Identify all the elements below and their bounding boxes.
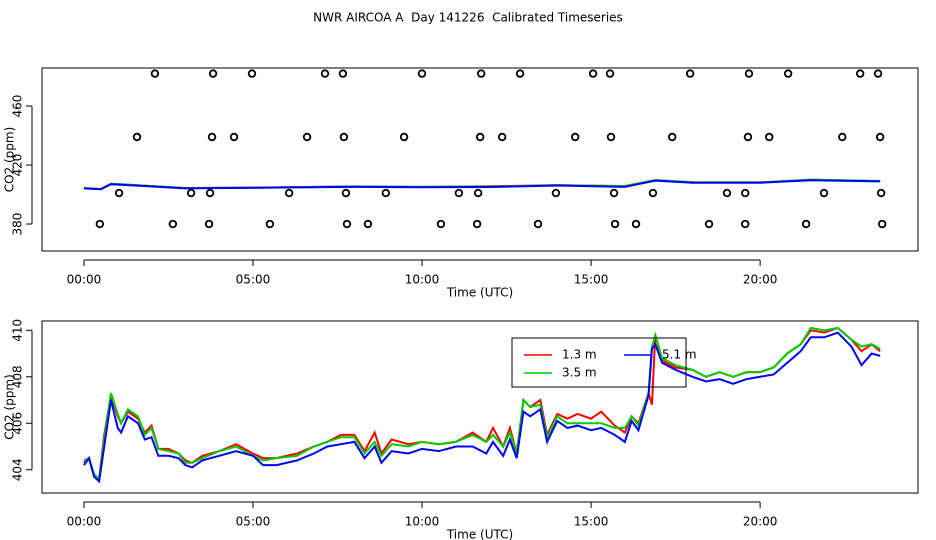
flag-point: [339, 132, 349, 142]
x-axis-label: Time (UTC): [446, 528, 513, 540]
series-line: [83, 326, 881, 482]
x-tick-label: 00:00: [67, 515, 102, 529]
y-tick-label: 380: [11, 213, 25, 236]
flag-point: [342, 219, 352, 229]
plot-frame: [41, 320, 919, 494]
x-tick-label: 10:00: [405, 273, 440, 287]
flag-point: [877, 219, 887, 229]
flag-point: [648, 188, 658, 198]
y-tick-label: 410: [11, 319, 25, 342]
flag-point: [855, 69, 865, 78]
y-tick-label: 406: [11, 412, 25, 435]
flag-point: [473, 188, 483, 198]
y-tick-label: 420: [11, 154, 25, 177]
flag-point: [475, 132, 485, 142]
flag-point: [284, 188, 294, 198]
legend-label: 5.1 m: [662, 348, 697, 362]
flag-point: [229, 132, 239, 142]
flag-point: [570, 132, 580, 142]
flag-point: [186, 188, 196, 198]
x-tick-label: 05:00: [236, 273, 271, 287]
flag-point: [588, 69, 598, 78]
y-axis-label: CO2 (ppm): [3, 127, 17, 193]
flag-point: [320, 69, 330, 78]
x-tick-label: 15:00: [574, 273, 609, 287]
flag-point: [610, 219, 620, 229]
flag-point: [605, 69, 615, 78]
flag-point: [533, 219, 543, 229]
flag-point: [114, 188, 124, 198]
flag-point: [606, 132, 616, 142]
flag-point: [399, 132, 409, 142]
legend-frame: [511, 337, 687, 388]
flag-point: [132, 132, 142, 142]
x-tick-label: 15:00: [574, 515, 609, 529]
flag-point: [338, 69, 348, 78]
flag-point: [838, 132, 847, 142]
flag-point: [95, 219, 105, 229]
flag-point: [497, 132, 507, 142]
y-axis-label: CO2 (ppm): [3, 374, 17, 440]
y-tick-label: 408: [11, 365, 25, 388]
flag-point: [205, 188, 215, 198]
flag-point: [741, 188, 750, 198]
y-tick-label: 460: [11, 95, 25, 118]
flag-point: [765, 132, 774, 142]
flag-point: [722, 188, 732, 198]
flag-point: [515, 69, 525, 78]
flag-point: [341, 188, 351, 198]
flag-point: [783, 69, 793, 78]
flag-point: [265, 219, 275, 229]
flag-point: [744, 69, 754, 78]
flag-point: [741, 219, 750, 229]
flag-point: [609, 188, 619, 198]
flag-point: [381, 188, 391, 198]
flag-point: [668, 132, 677, 142]
flag-point: [150, 69, 160, 78]
flag-point: [704, 219, 714, 229]
series-line: [83, 326, 881, 482]
flag-point: [819, 188, 829, 198]
flag-point: [417, 69, 427, 78]
flag-point: [875, 132, 885, 142]
flag-point: [476, 69, 486, 78]
x-tick-label: 00:00: [67, 273, 102, 287]
flag-point: [208, 69, 218, 78]
flag-point: [551, 188, 561, 198]
flag-point: [685, 69, 695, 78]
y-tick-label: 404: [11, 458, 25, 481]
flag-point: [801, 219, 811, 229]
legend-label: 1.3 m: [562, 348, 597, 362]
flag-point: [631, 219, 641, 229]
flag-point: [876, 188, 886, 198]
x-tick-label: 20:00: [743, 273, 778, 287]
flag-point: [743, 132, 753, 142]
legend-label: 3.5 m: [562, 366, 597, 380]
series-line: [83, 179, 881, 191]
x-tick-label: 10:00: [405, 515, 440, 529]
flag-point: [204, 219, 214, 229]
flag-point: [873, 69, 883, 78]
flag-point: [302, 132, 312, 142]
flag-point: [454, 188, 464, 198]
x-tick-label: 05:00: [236, 515, 271, 529]
flag-point: [168, 219, 178, 229]
series-line: [83, 331, 881, 484]
flag-point: [207, 132, 217, 142]
x-tick-label: 20:00: [743, 515, 778, 529]
page-title: NWR AIRCOA A Day 141226 Calibrated Times…: [313, 11, 623, 25]
flag-point: [363, 219, 373, 229]
flag-point: [436, 219, 446, 229]
x-axis-label: Time (UTC): [446, 286, 513, 300]
plot-frame: [41, 67, 919, 252]
flag-point: [247, 69, 257, 78]
flag-point: [472, 219, 482, 229]
